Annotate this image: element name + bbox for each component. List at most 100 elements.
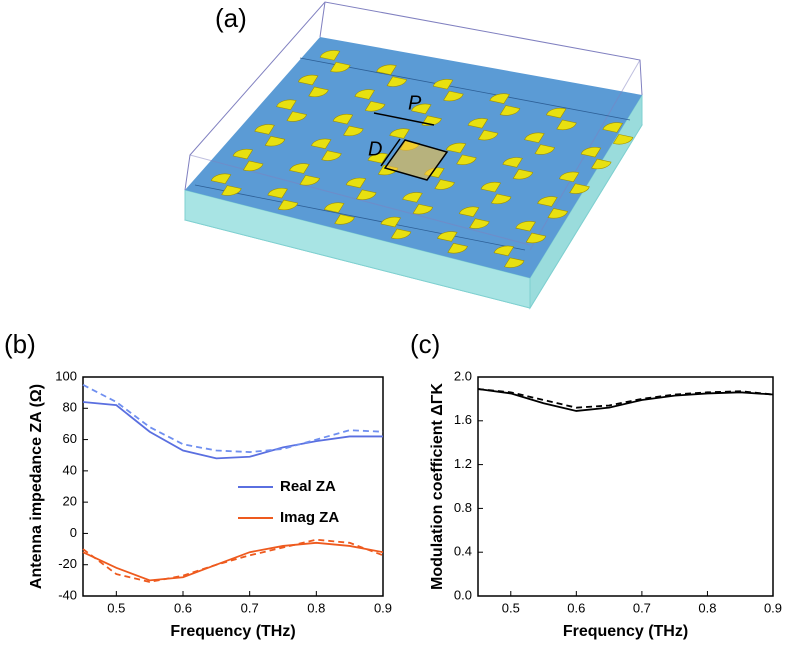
antenna: [297, 74, 319, 86]
antenna: [434, 179, 455, 190]
antenna: [356, 189, 377, 200]
antenna: [502, 157, 523, 168]
panel-label: (a): [215, 3, 247, 33]
antenna: [321, 150, 342, 161]
antenna: [443, 90, 464, 102]
panel-label: (c): [410, 329, 440, 359]
antenna: [376, 64, 397, 76]
unit-cell: [383, 139, 449, 181]
y-tick-label: 1.6: [454, 412, 472, 427]
antenna: [289, 163, 310, 174]
antenna: [386, 76, 408, 87]
series-line: [82, 401, 383, 460]
antenna: [411, 103, 432, 115]
plot-frame: [82, 376, 384, 597]
x-tick-label: 0.8: [698, 600, 716, 615]
antenna: [477, 129, 499, 141]
y-tick-label: 100: [55, 368, 77, 383]
antenna: [367, 153, 388, 164]
y-axis-title: Modulation coefficient ΔΓK: [429, 383, 446, 590]
antenna: [286, 111, 307, 122]
antenna: [534, 144, 555, 155]
wire: [299, 57, 631, 121]
antenna: [456, 154, 477, 165]
antenna: [267, 187, 288, 199]
x-tick-label: 0.5: [502, 600, 520, 615]
series-line: [477, 388, 774, 409]
antenna: [499, 105, 521, 116]
antenna: [264, 135, 286, 147]
antenna: [515, 221, 536, 232]
antenna: [354, 89, 375, 100]
antenna: [330, 61, 351, 73]
antenna: [547, 208, 568, 219]
x-tick-label: 0.8: [307, 600, 325, 615]
diameter-label: D: [368, 138, 382, 160]
antenna: [334, 214, 355, 225]
antenna: [580, 146, 602, 158]
antenna: [343, 125, 364, 137]
antenna: [380, 216, 401, 228]
antenna: [458, 206, 480, 218]
antenna: [402, 192, 423, 203]
x-tick-label: 0.5: [107, 600, 125, 615]
antenna: [612, 134, 634, 145]
antenna: [469, 218, 490, 229]
period-label: P: [408, 92, 422, 114]
antenna: [432, 79, 454, 90]
series-line: [477, 388, 774, 412]
antenna: [467, 118, 489, 129]
y-tick-label: 0.8: [454, 500, 472, 515]
series-line: [82, 538, 384, 583]
period-marker: [373, 112, 435, 126]
x-axis-title: Frequency (THz): [563, 623, 688, 640]
legend-label: Imag ZA: [280, 509, 339, 526]
y-tick-label: 40: [63, 462, 77, 477]
antenna: [332, 113, 354, 125]
y-tick-label: 0.0: [454, 587, 472, 602]
antenna: [525, 232, 547, 244]
antenna: [545, 107, 567, 119]
box-outline: [319, 1, 326, 38]
y-tick-label: 1.2: [454, 456, 472, 471]
antenna: [389, 128, 410, 139]
y-tick-label: 20: [63, 494, 77, 509]
y-tick-label: 80: [63, 400, 77, 415]
y-tick-label: 60: [63, 431, 77, 446]
antenna: [276, 99, 297, 110]
antenna: [524, 132, 545, 143]
diameter-marker: [380, 138, 401, 167]
antenna: [490, 193, 512, 205]
antenna: [558, 171, 580, 183]
antenna: [254, 124, 275, 135]
antenna: [602, 122, 623, 133]
y-tick-label: 0.4: [454, 544, 472, 559]
antenna: [319, 50, 341, 61]
antenna: [493, 245, 515, 257]
wire: [194, 184, 526, 251]
x-tick-label: 0.7: [241, 600, 259, 615]
antenna: [310, 138, 332, 150]
metasurface-illustration: [184, 1, 643, 310]
antenna: [323, 202, 345, 213]
y-tick-label: -40: [58, 587, 77, 602]
x-tick-label: 0.6: [567, 600, 585, 615]
antenna: [412, 203, 434, 215]
antenna: [480, 181, 502, 193]
antenna: [390, 228, 412, 239]
antenna: [221, 185, 242, 196]
substrate-side: [529, 93, 643, 310]
antenna: [445, 142, 467, 154]
y-tick-label: 2.0: [454, 368, 472, 383]
antenna: [537, 196, 558, 207]
antenna: [591, 158, 612, 170]
legend-label: Real ZA: [280, 478, 336, 495]
y-axis-title: Antenna impedance ZA (Ω): [28, 384, 45, 589]
x-tick-label: 0.6: [174, 600, 192, 615]
x-tick-label: 0.9: [374, 600, 392, 615]
antenna: [364, 101, 386, 112]
antenna: [503, 257, 525, 268]
antenna: [512, 168, 534, 180]
antenna: [447, 243, 468, 254]
